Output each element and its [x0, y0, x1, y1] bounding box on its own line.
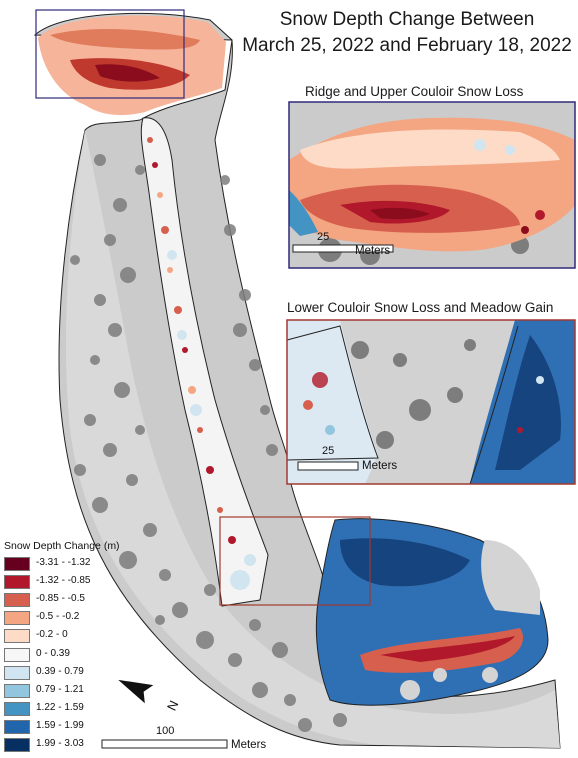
scalebar-inset-top-value: 25	[317, 231, 330, 243]
legend-label: 0.79 - 1.21	[36, 683, 84, 695]
legend-label: 0 - 0.39	[36, 647, 70, 659]
legend-item: -0.2 - 0	[4, 628, 124, 644]
legend-label: -1.32 - -0.85	[36, 575, 91, 587]
scalebar-main-bar	[101, 739, 228, 749]
upper-extent-box	[35, 9, 185, 99]
legend-label: -0.85 - -0.5	[36, 593, 85, 605]
legend-label: 1.59 - 1.99	[36, 719, 84, 731]
legend-swatch	[4, 719, 30, 734]
legend-item: -0.5 - -0.2	[4, 610, 124, 626]
legend-label: 1.99 - 3.03	[36, 738, 84, 749]
legend-label: -0.5 - -0.2	[36, 611, 80, 623]
scalebar-main-value: 100	[156, 725, 175, 737]
inset-bottom-title: Lower Couloir Snow Loss and Meadow Gain	[287, 300, 554, 315]
legend-item: 1.22 - 1.59	[4, 701, 124, 716]
legend-item: 1.59 - 1.99	[4, 719, 124, 734]
meadow-tree-3	[482, 667, 498, 683]
legend-swatch	[4, 647, 30, 662]
meadow-tree-2	[433, 668, 447, 682]
meadow-deep-gain	[340, 538, 470, 587]
scalebar-main-unit: Meters	[231, 739, 267, 751]
scalebar-inset-bottom-unit: Meters	[362, 460, 398, 472]
legend-swatch	[4, 665, 30, 680]
inset-bottom-meadow-edge	[469, 325, 519, 485]
inset-top-title: Ridge and Upper Couloir Snow Loss	[305, 84, 524, 99]
couloir-snow-change	[140, 117, 269, 607]
legend-label: -3.31 - -1.32	[36, 557, 91, 568]
inset-top-map	[289, 102, 575, 268]
legend-swatch	[4, 557, 30, 571]
legend-item: -1.32 - -0.85	[4, 574, 124, 590]
map-title-line2: March 25, 2022 and February 18, 2022	[242, 35, 572, 56]
lower-extent-box	[219, 516, 371, 606]
legend-swatch	[4, 593, 30, 608]
legend-swatch	[4, 683, 30, 698]
legend-label: 1.22 - 1.59	[36, 701, 84, 713]
legend-swatch	[4, 701, 30, 716]
ridge-loss-mid	[50, 28, 200, 50]
legend-swatch	[4, 611, 30, 626]
legend-swatch	[4, 738, 30, 752]
scalebar-inset-bottom-value: 25	[322, 445, 335, 457]
inset-top-frame	[288, 101, 576, 269]
legend-title: Snow Depth Change (m)	[4, 540, 120, 552]
scalebar-inset-top-unit: Meters	[355, 245, 391, 257]
legend-swatch	[4, 575, 30, 590]
inset-bottom-frame	[286, 319, 576, 485]
scalebar-inset-top-bar	[292, 244, 394, 253]
legend-label: -0.2 - 0	[36, 629, 68, 641]
couloir-loss-speckles	[147, 137, 256, 590]
map-title-line1: Snow Depth Change Between	[279, 9, 535, 30]
scalebar-inset-bottom-bar	[297, 461, 359, 471]
legend-item: 0 - 0.39	[4, 647, 124, 662]
meadow-loss-core	[380, 636, 515, 662]
legend-item: 1.99 - 3.03	[4, 737, 124, 752]
legend-item: -0.85 - -0.5	[4, 592, 124, 608]
legend-label: 0.39 - 0.79	[36, 665, 84, 677]
legend-item: -3.31 - -1.32	[4, 556, 124, 571]
meadow-tree-1	[400, 680, 420, 700]
meadow-gray-patch	[481, 540, 540, 615]
north-arrow-icon	[118, 679, 154, 704]
lower-slope-hillshade	[65, 130, 560, 748]
tree-clusters	[70, 154, 385, 732]
ridge-loss-peak	[95, 64, 160, 82]
legend-item: 0.39 - 0.79	[4, 665, 124, 680]
legend-swatch	[4, 629, 30, 644]
legend-item: 0.79 - 1.21	[4, 683, 124, 698]
inset-bottom-couloir-edge	[286, 325, 379, 461]
inset-bottom-map	[287, 320, 575, 484]
